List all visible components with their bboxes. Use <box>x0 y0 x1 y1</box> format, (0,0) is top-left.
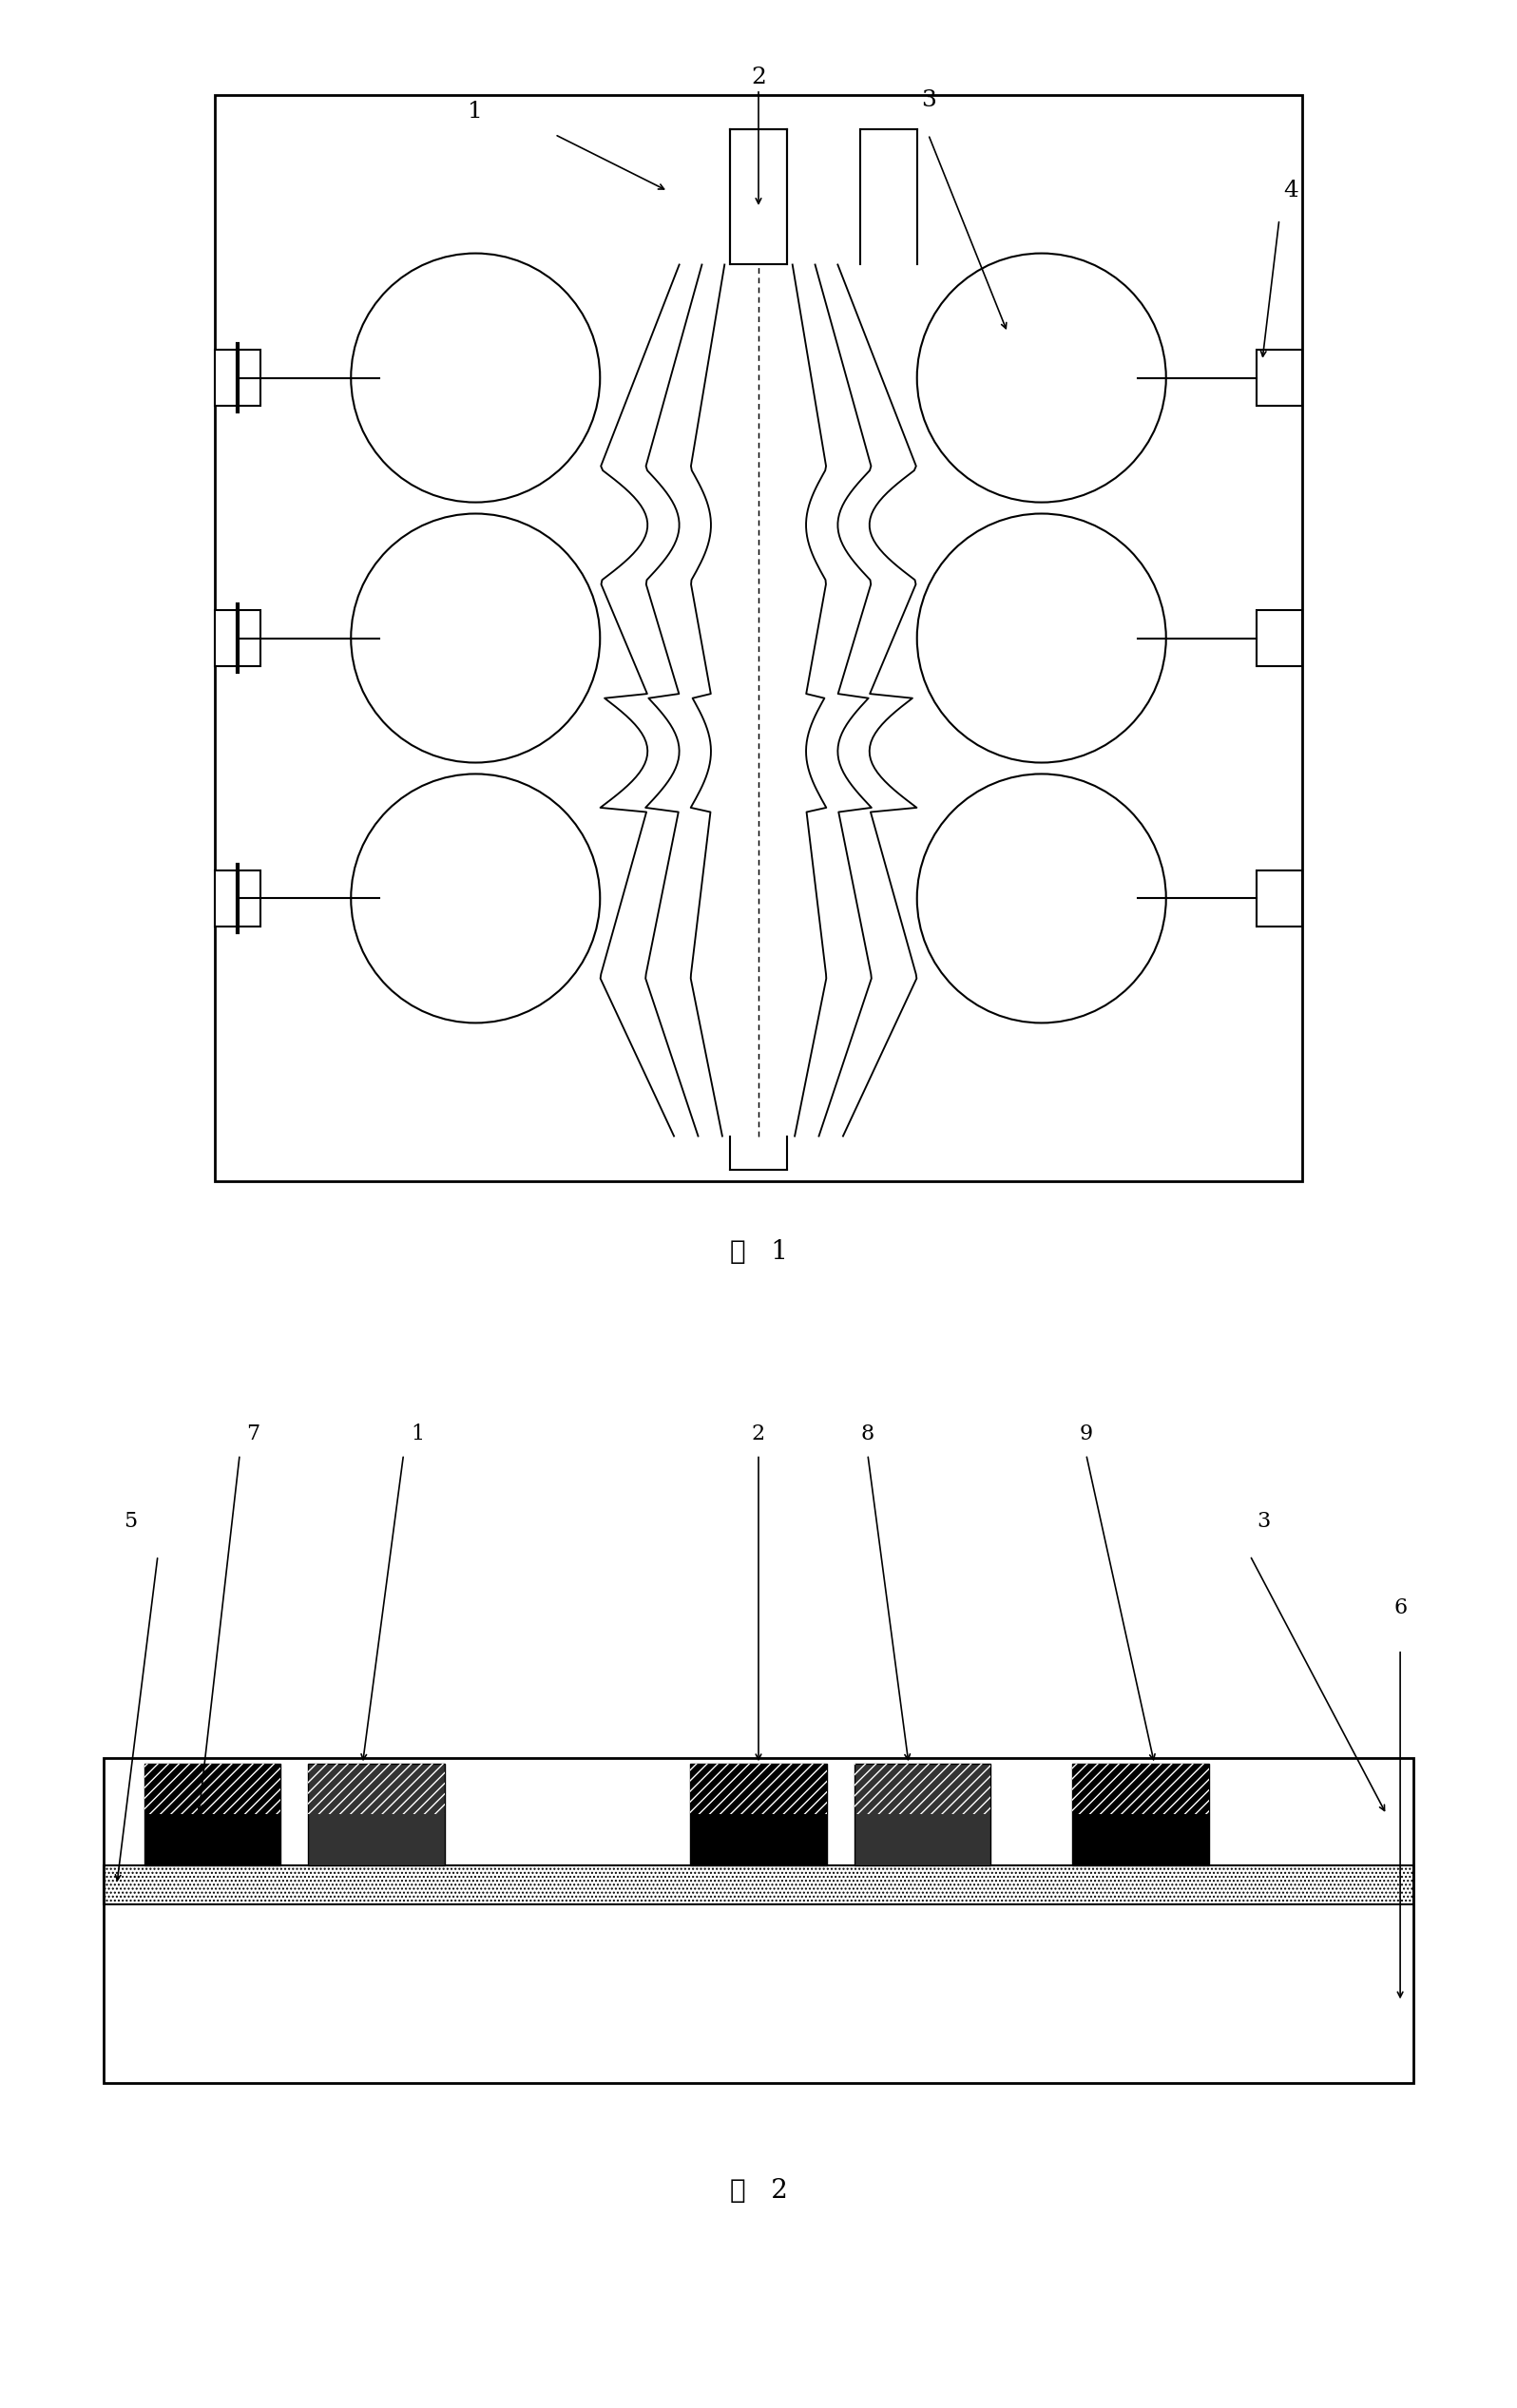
Bar <box>308 1765 444 1816</box>
Text: 图   2: 图 2 <box>730 2179 787 2203</box>
Bar <box>1073 1765 1209 1866</box>
Text: 1: 1 <box>411 1423 423 1445</box>
Bar <box>103 1758 1414 2083</box>
Bar <box>854 1765 991 1816</box>
Text: 6: 6 <box>1394 1597 1406 1618</box>
Bar <box>730 130 787 265</box>
Bar <box>144 1765 281 1816</box>
Bar <box>854 1765 991 1866</box>
Bar <box>1256 869 1302 927</box>
Text: 9: 9 <box>1080 1423 1092 1445</box>
Bar <box>215 349 261 407</box>
Bar <box>690 1765 827 1866</box>
Bar <box>103 1866 1414 1905</box>
Text: 2: 2 <box>752 1423 765 1445</box>
Bar <box>1256 349 1302 407</box>
Text: 3: 3 <box>1258 1510 1270 1531</box>
Text: 图   1: 图 1 <box>730 1240 787 1264</box>
Text: 8: 8 <box>862 1423 874 1445</box>
Bar <box>215 869 261 927</box>
Bar <box>690 1765 827 1816</box>
Text: 3: 3 <box>921 89 936 111</box>
Text: 7: 7 <box>247 1423 259 1445</box>
Bar <box>1256 609 1302 667</box>
Text: 4: 4 <box>1283 181 1299 202</box>
Text: 2: 2 <box>751 67 766 89</box>
Text: 5: 5 <box>124 1510 137 1531</box>
FancyBboxPatch shape <box>215 94 1302 1182</box>
Text: 1: 1 <box>469 101 482 123</box>
Bar <box>144 1765 281 1866</box>
Bar <box>308 1765 444 1866</box>
Bar <box>215 609 261 667</box>
Bar <box>1073 1765 1209 1816</box>
